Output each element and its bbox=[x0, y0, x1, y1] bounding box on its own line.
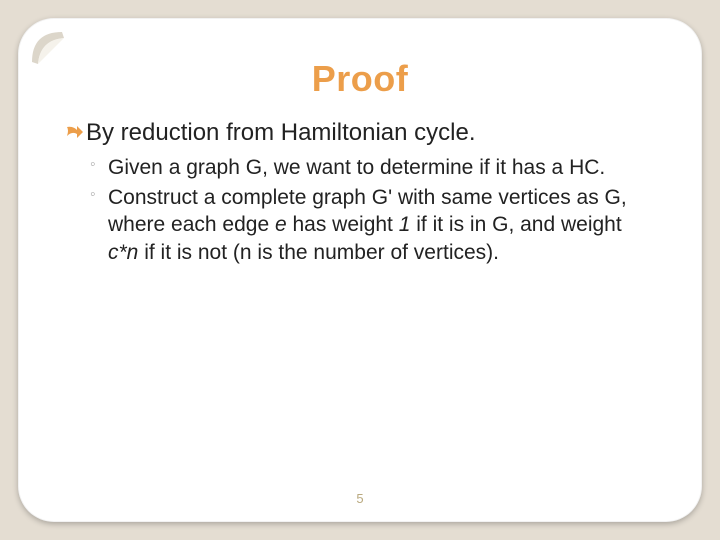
bullet-arrow-icon bbox=[66, 119, 84, 147]
sub-bullet-1-text: Given a graph G, we want to determine if… bbox=[108, 156, 605, 179]
sub-bullet-list: ◦ Given a graph G, we want to determine … bbox=[66, 154, 654, 267]
ring-bullet-icon: ◦ bbox=[90, 154, 96, 175]
slide-frame: Proof By reduction from Hamiltonian cycl… bbox=[18, 18, 702, 522]
page-curl-decoration bbox=[32, 32, 74, 74]
main-bullet-text: By reduction from Hamiltonian cycle. bbox=[86, 119, 475, 146]
page-number: 5 bbox=[18, 491, 702, 506]
ring-bullet-icon: ◦ bbox=[90, 184, 96, 205]
sub-bullet-2-text: Construct a complete graph G' with same … bbox=[108, 186, 627, 264]
main-bullet: By reduction from Hamiltonian cycle. bbox=[66, 118, 654, 148]
slide-title: Proof bbox=[66, 58, 654, 100]
sub-bullet-1: ◦ Given a graph G, we want to determine … bbox=[94, 154, 654, 182]
sub-bullet-2: ◦ Construct a complete graph G' with sam… bbox=[94, 184, 654, 267]
